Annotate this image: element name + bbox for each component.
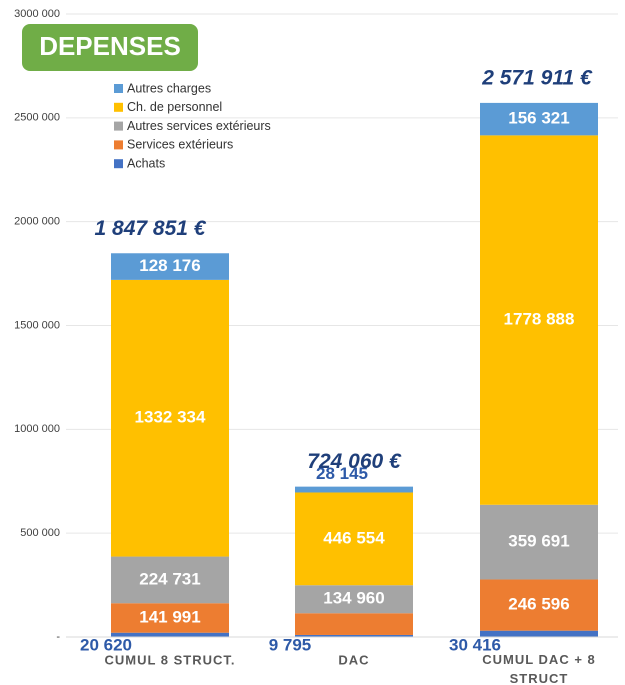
y-tick-label: 1000 000 xyxy=(14,423,60,435)
data-label: 224 731 xyxy=(139,569,200,588)
bar-segment xyxy=(480,630,598,637)
bar-segment xyxy=(111,556,229,604)
data-label: 446 554 xyxy=(323,528,385,547)
bar-segment xyxy=(111,603,229,633)
legend-label: Achats xyxy=(127,156,165,170)
data-label: 1778 888 xyxy=(504,310,575,329)
bar-segment xyxy=(111,279,229,557)
data-label: 141 991 xyxy=(139,607,200,626)
data-label: 1332 334 xyxy=(135,408,206,427)
bar-segment xyxy=(111,253,229,280)
legend-label: Ch. de personnel xyxy=(127,100,222,114)
legend-label: Services extérieurs xyxy=(127,138,233,152)
legend-label: Autres services extérieurs xyxy=(127,119,271,133)
data-label: 9 795 xyxy=(269,635,312,654)
legend-swatch xyxy=(114,159,123,169)
data-label: 246 596 xyxy=(508,595,569,614)
data-label: 20 620 xyxy=(80,635,132,654)
legend-swatch xyxy=(114,84,123,93)
bar-segment xyxy=(480,102,598,136)
total-label: 724 060 € xyxy=(307,450,402,473)
x-tick-label: DAC xyxy=(338,652,369,667)
data-label: 30 416 xyxy=(449,635,501,654)
bar-segment xyxy=(480,579,598,631)
bar-segment xyxy=(295,585,413,614)
y-tick-label: 1500 000 xyxy=(14,319,60,331)
legend-swatch xyxy=(114,140,123,150)
total-label: 1 847 851 € xyxy=(95,217,207,240)
data-label: 128 176 xyxy=(139,256,200,275)
data-label: 156 321 xyxy=(508,109,569,128)
y-tick-label: 2000 000 xyxy=(14,216,60,228)
legend-label: Autres charges xyxy=(127,81,211,95)
chart-title: DEPENSES xyxy=(39,31,181,61)
bar-segment xyxy=(295,634,413,637)
bar-segment xyxy=(295,492,413,586)
bar-segment xyxy=(295,486,413,493)
y-tick-label: 500 000 xyxy=(20,527,60,539)
bar-segment xyxy=(480,135,598,505)
y-tick-label: 2500 000 xyxy=(14,112,60,124)
y-tick-label: 3000 000 xyxy=(14,8,60,20)
data-label: 359 691 xyxy=(508,532,569,551)
title-badge xyxy=(22,24,198,71)
bar-segment xyxy=(480,504,598,580)
legend-swatch xyxy=(114,102,123,112)
x-tick-label: CUMUL DAC + 8 STRUCT xyxy=(482,652,596,685)
data-label: 134 960 xyxy=(323,589,384,608)
bar-segment xyxy=(295,613,413,635)
total-label: 2 571 911 € xyxy=(481,66,593,89)
y-tick-label: - xyxy=(56,631,60,643)
data-label: 28 145 xyxy=(316,464,368,483)
x-tick-label: CUMUL 8 STRUCT. xyxy=(104,652,235,667)
bar-segment xyxy=(111,632,229,637)
legend-swatch xyxy=(114,121,123,131)
